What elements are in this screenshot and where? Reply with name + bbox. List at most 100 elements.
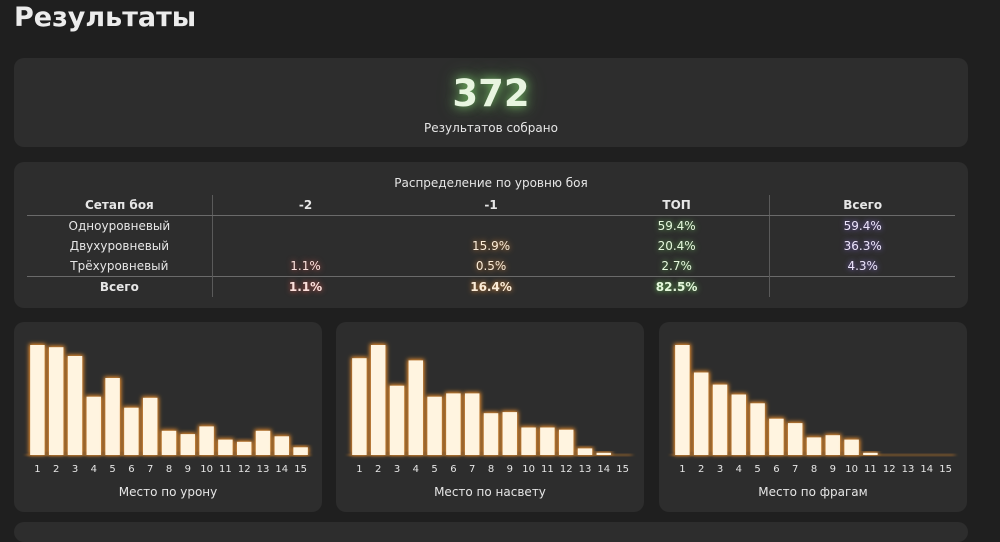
cell-top: 20.4% [583, 236, 771, 256]
total-minus-1: 16.4% [398, 276, 584, 297]
x-tick-label: 6 [450, 464, 456, 475]
results-count-value: 372 [452, 72, 530, 115]
chart-bar [731, 394, 747, 455]
header-top: ТОП [583, 195, 771, 216]
distribution-title: Распределение по уровню боя [394, 176, 588, 190]
x-tick-label: 10 [845, 464, 858, 475]
cell-minus-2: 1.1% [290, 259, 321, 273]
chart-bar [86, 396, 102, 455]
x-tick-label: 7 [469, 464, 475, 475]
x-tick-label: 15 [294, 464, 307, 475]
chart-bar [483, 413, 499, 455]
results-count-card: 372 Результатов собрано [14, 58, 968, 147]
x-tick-label: 8 [811, 464, 817, 475]
total-minus-2: 1.1% [212, 276, 399, 297]
chart-bar [787, 423, 803, 455]
x-tick-label: 7 [147, 464, 153, 475]
x-tick-label: 4 [736, 464, 742, 475]
x-tick-label: 1 [34, 464, 40, 475]
x-tick-label: 2 [375, 464, 381, 475]
chart-bar [180, 434, 196, 455]
x-tick-label: 8 [488, 464, 494, 475]
chart-bar [521, 427, 536, 455]
x-tick-label: 8 [166, 464, 172, 475]
x-tick-label: 13 [902, 464, 915, 475]
x-tick-label: 14 [920, 464, 933, 475]
chart-bar [124, 407, 139, 455]
next-section-card [14, 522, 968, 542]
chart-bar [199, 426, 214, 455]
damage-bar-chart: 1 2 3 4 5 6 7 8 9 10 11 12 13 14 15 [26, 344, 310, 475]
x-tick-label: 15 [939, 464, 952, 475]
table-row: Двухуровневый 15.9% 20.4% 36.3% [27, 236, 955, 256]
header-minus-2: -2 [212, 195, 399, 216]
x-tick-label: 10 [200, 464, 213, 475]
x-tick-label: 12 [238, 464, 251, 475]
chart-bar [218, 439, 233, 455]
distribution-card: Распределение по уровню боя Сетап боя -2… [14, 162, 968, 308]
chart-bar [408, 360, 424, 455]
table-row: Трёхуровневый 1.1% 0.5% 2.7% 4.3% [27, 256, 955, 277]
cell-minus-1 [398, 216, 584, 237]
chart-bar [806, 437, 822, 455]
cell-top: 59.4% [583, 215, 771, 236]
x-tick-label: 5 [754, 464, 760, 475]
cell-minus-1: 15.9% [472, 239, 511, 253]
chart-bar [255, 430, 271, 455]
chart-title-damage: Место по урону [118, 485, 218, 499]
table-header-row: Сетап боя -2 -1 ТОП Всего [27, 195, 955, 216]
chart-bar [446, 393, 461, 455]
x-tick-label: 14 [597, 464, 610, 475]
x-tick-label: 13 [579, 464, 592, 475]
row-name: Одноуровневый [27, 215, 213, 236]
chart-bar [236, 441, 252, 455]
x-tick-label: 9 [830, 464, 836, 475]
chart-bar [274, 436, 290, 455]
total-total [769, 276, 955, 297]
chart-bar [769, 418, 784, 455]
x-tick-label: 6 [128, 464, 134, 475]
chart-bar [596, 452, 612, 455]
chart-bar [712, 384, 728, 455]
chart-bar [161, 430, 177, 455]
chart-bar [540, 427, 555, 455]
x-tick-label: 9 [507, 464, 513, 475]
chart-card-damage: 1 2 3 4 5 6 7 8 9 10 11 12 13 14 15 Место по урону [14, 322, 322, 512]
chart-bar [693, 372, 709, 455]
chart-bar [502, 412, 518, 455]
total-top: 82.5% [583, 276, 771, 297]
total-row-name: Всего [27, 276, 213, 297]
chart-title-spotting: Место по насвету [434, 485, 546, 499]
row-name: Трёхуровневый [27, 256, 213, 277]
x-tick-label: 3 [717, 464, 723, 475]
x-tick-label: 4 [91, 464, 97, 475]
chart-bar [105, 378, 120, 455]
table-total-row: Всего 1.1% 16.4% 82.5% [27, 276, 955, 297]
cell-top: 2.7% [583, 256, 771, 277]
chart-bar [142, 397, 158, 455]
x-tick-label: 1 [356, 464, 362, 475]
distribution-table: Сетап боя -2 -1 ТОП Всего Одноуровневый … [27, 195, 955, 297]
cell-minus-2 [212, 236, 398, 256]
chart-bar [352, 358, 367, 455]
x-tick-label: 12 [560, 464, 573, 475]
cell-minus-1: 0.5% [475, 259, 507, 273]
chart-bar [675, 345, 690, 455]
x-tick-label: 2 [53, 464, 59, 475]
x-tick-label: 4 [413, 464, 419, 475]
x-tick-label: 13 [257, 464, 270, 475]
header-total: Всего [769, 195, 955, 216]
chart-bar [389, 385, 405, 455]
x-tick-label: 3 [394, 464, 400, 475]
chart-bar [863, 452, 878, 455]
x-tick-label: 1 [679, 464, 685, 475]
x-tick-label: 6 [773, 464, 779, 475]
header-minus-1: -1 [398, 195, 584, 216]
cell-total: 36.3% [843, 239, 882, 253]
x-tick-label: 9 [185, 464, 191, 475]
chart-bar [750, 403, 765, 455]
chart-bar [30, 345, 45, 455]
chart-bar [370, 345, 386, 455]
x-tick-label: 11 [864, 464, 877, 475]
x-tick-label: 7 [792, 464, 798, 475]
